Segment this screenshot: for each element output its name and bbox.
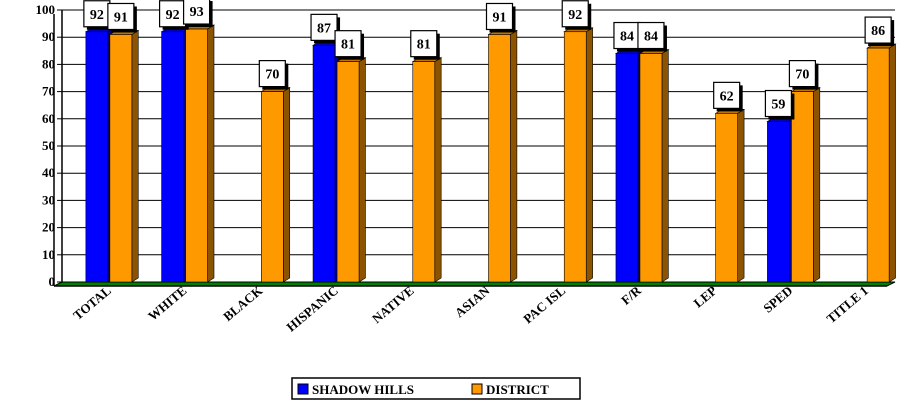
data-label-box [258,59,286,88]
bar-side [434,57,442,283]
y-tick-label: 70 [42,84,55,99]
y-tick-label: 60 [42,111,55,126]
data-label: 70 [795,68,809,83]
axes [53,9,896,287]
bar-shadow-hills [767,121,790,283]
bar-side [585,27,593,283]
bar-side [510,29,518,283]
y-tick-label: 40 [42,165,55,180]
x-tick-label: NATIVE [369,283,417,326]
x-tick-labels: TOTAL WHITE BLACK HISPANIC NATIVE ASIAN PAC IS… [70,282,871,334]
bar-side [737,108,745,283]
x-tick-label: ASIAN [452,282,493,320]
data-label-box [788,59,817,88]
legend-label-shadow-hills: SHADOW HILLS [312,382,414,397]
bar-district [488,34,511,283]
bar-side [813,87,821,283]
bar-district [336,61,360,283]
data-label-box [83,0,111,28]
data-label: 92 [90,8,104,23]
bar-side [888,43,896,283]
data-label: 91 [493,10,507,25]
data-label: 81 [341,38,355,53]
data-label: 86 [871,24,885,39]
bar-district [715,113,738,283]
bar-district [563,31,587,283]
bar-district [185,28,208,283]
data-label: 84 [620,30,634,45]
data-label: 92 [166,8,180,23]
data-label-box [613,21,641,50]
data-label: 93 [190,5,204,20]
data-label: 91 [114,10,128,25]
y-tick-label: 30 [42,192,55,207]
x-tick-label: HISPANIC [283,283,341,335]
data-label: 92 [568,8,582,23]
y-tick-label: 80 [42,56,55,71]
data-label-box [561,0,589,28]
legend-swatch-shadow-hills [297,383,309,395]
bar-district [412,61,436,283]
y-tick-label: 20 [42,220,55,235]
x-tick-label: SPED [760,283,795,316]
bar-shadow-hills [85,31,109,283]
legend-swatch-district [471,383,483,395]
data-label-box [410,30,438,58]
data-label-box [637,21,665,50]
data-label-box [485,2,514,31]
data-label-box [107,2,135,31]
data-label-box [764,89,793,118]
y-tick-label: 50 [42,138,55,153]
x-tick-label: LEP [691,283,720,311]
data-label-box [864,16,892,44]
legend-box [291,377,581,400]
bar-shadow-hills [615,53,639,283]
legend-label-district: DISTRICT [486,382,549,397]
y-tick-label: 90 [42,29,55,44]
x-tick-label: PAC ISL [520,283,568,327]
data-labels: 92 91 92 93 70 87 81 81 91 92 84 84 62 59 70 86 [83,0,895,120]
data-label: 87 [317,21,331,36]
data-label: 70 [265,68,279,83]
data-label-box [334,30,362,58]
data-label-box [713,81,741,109]
data-label-box [310,13,338,41]
bar-side [358,57,366,283]
bar-district [866,47,890,283]
bar-district [261,91,284,283]
bars [84,24,897,283]
data-label: 62 [720,89,734,104]
data-label-box [158,0,187,28]
bar-shadow-hills [161,31,184,283]
bar-district [109,34,133,283]
y-tick-label: 100 [36,2,56,17]
y-tick-label: 10 [42,247,55,262]
bar-side [131,29,139,283]
bar-side [207,24,215,283]
x-tick-label: TOTAL [70,283,114,323]
bar-district [791,91,814,283]
data-label: 84 [644,30,658,45]
x-tick-label: BLACK [220,282,266,324]
x-tick-label: WHITE [145,283,190,324]
legend: SHADOW HILLS DISTRICT [291,377,581,400]
bar-shadow-hills [312,45,336,283]
data-label-box [182,0,211,25]
data-label: 59 [771,98,785,113]
bar-side [283,87,291,283]
y-tick-label: 0 [49,274,56,289]
bar-district [639,53,663,283]
data-label: 81 [417,38,431,53]
bar-side [661,48,669,283]
x-tick-label: TITLE 1 [824,283,872,326]
y-tick-labels: 0 10 20 30 40 50 60 70 80 90 100 [36,2,56,289]
